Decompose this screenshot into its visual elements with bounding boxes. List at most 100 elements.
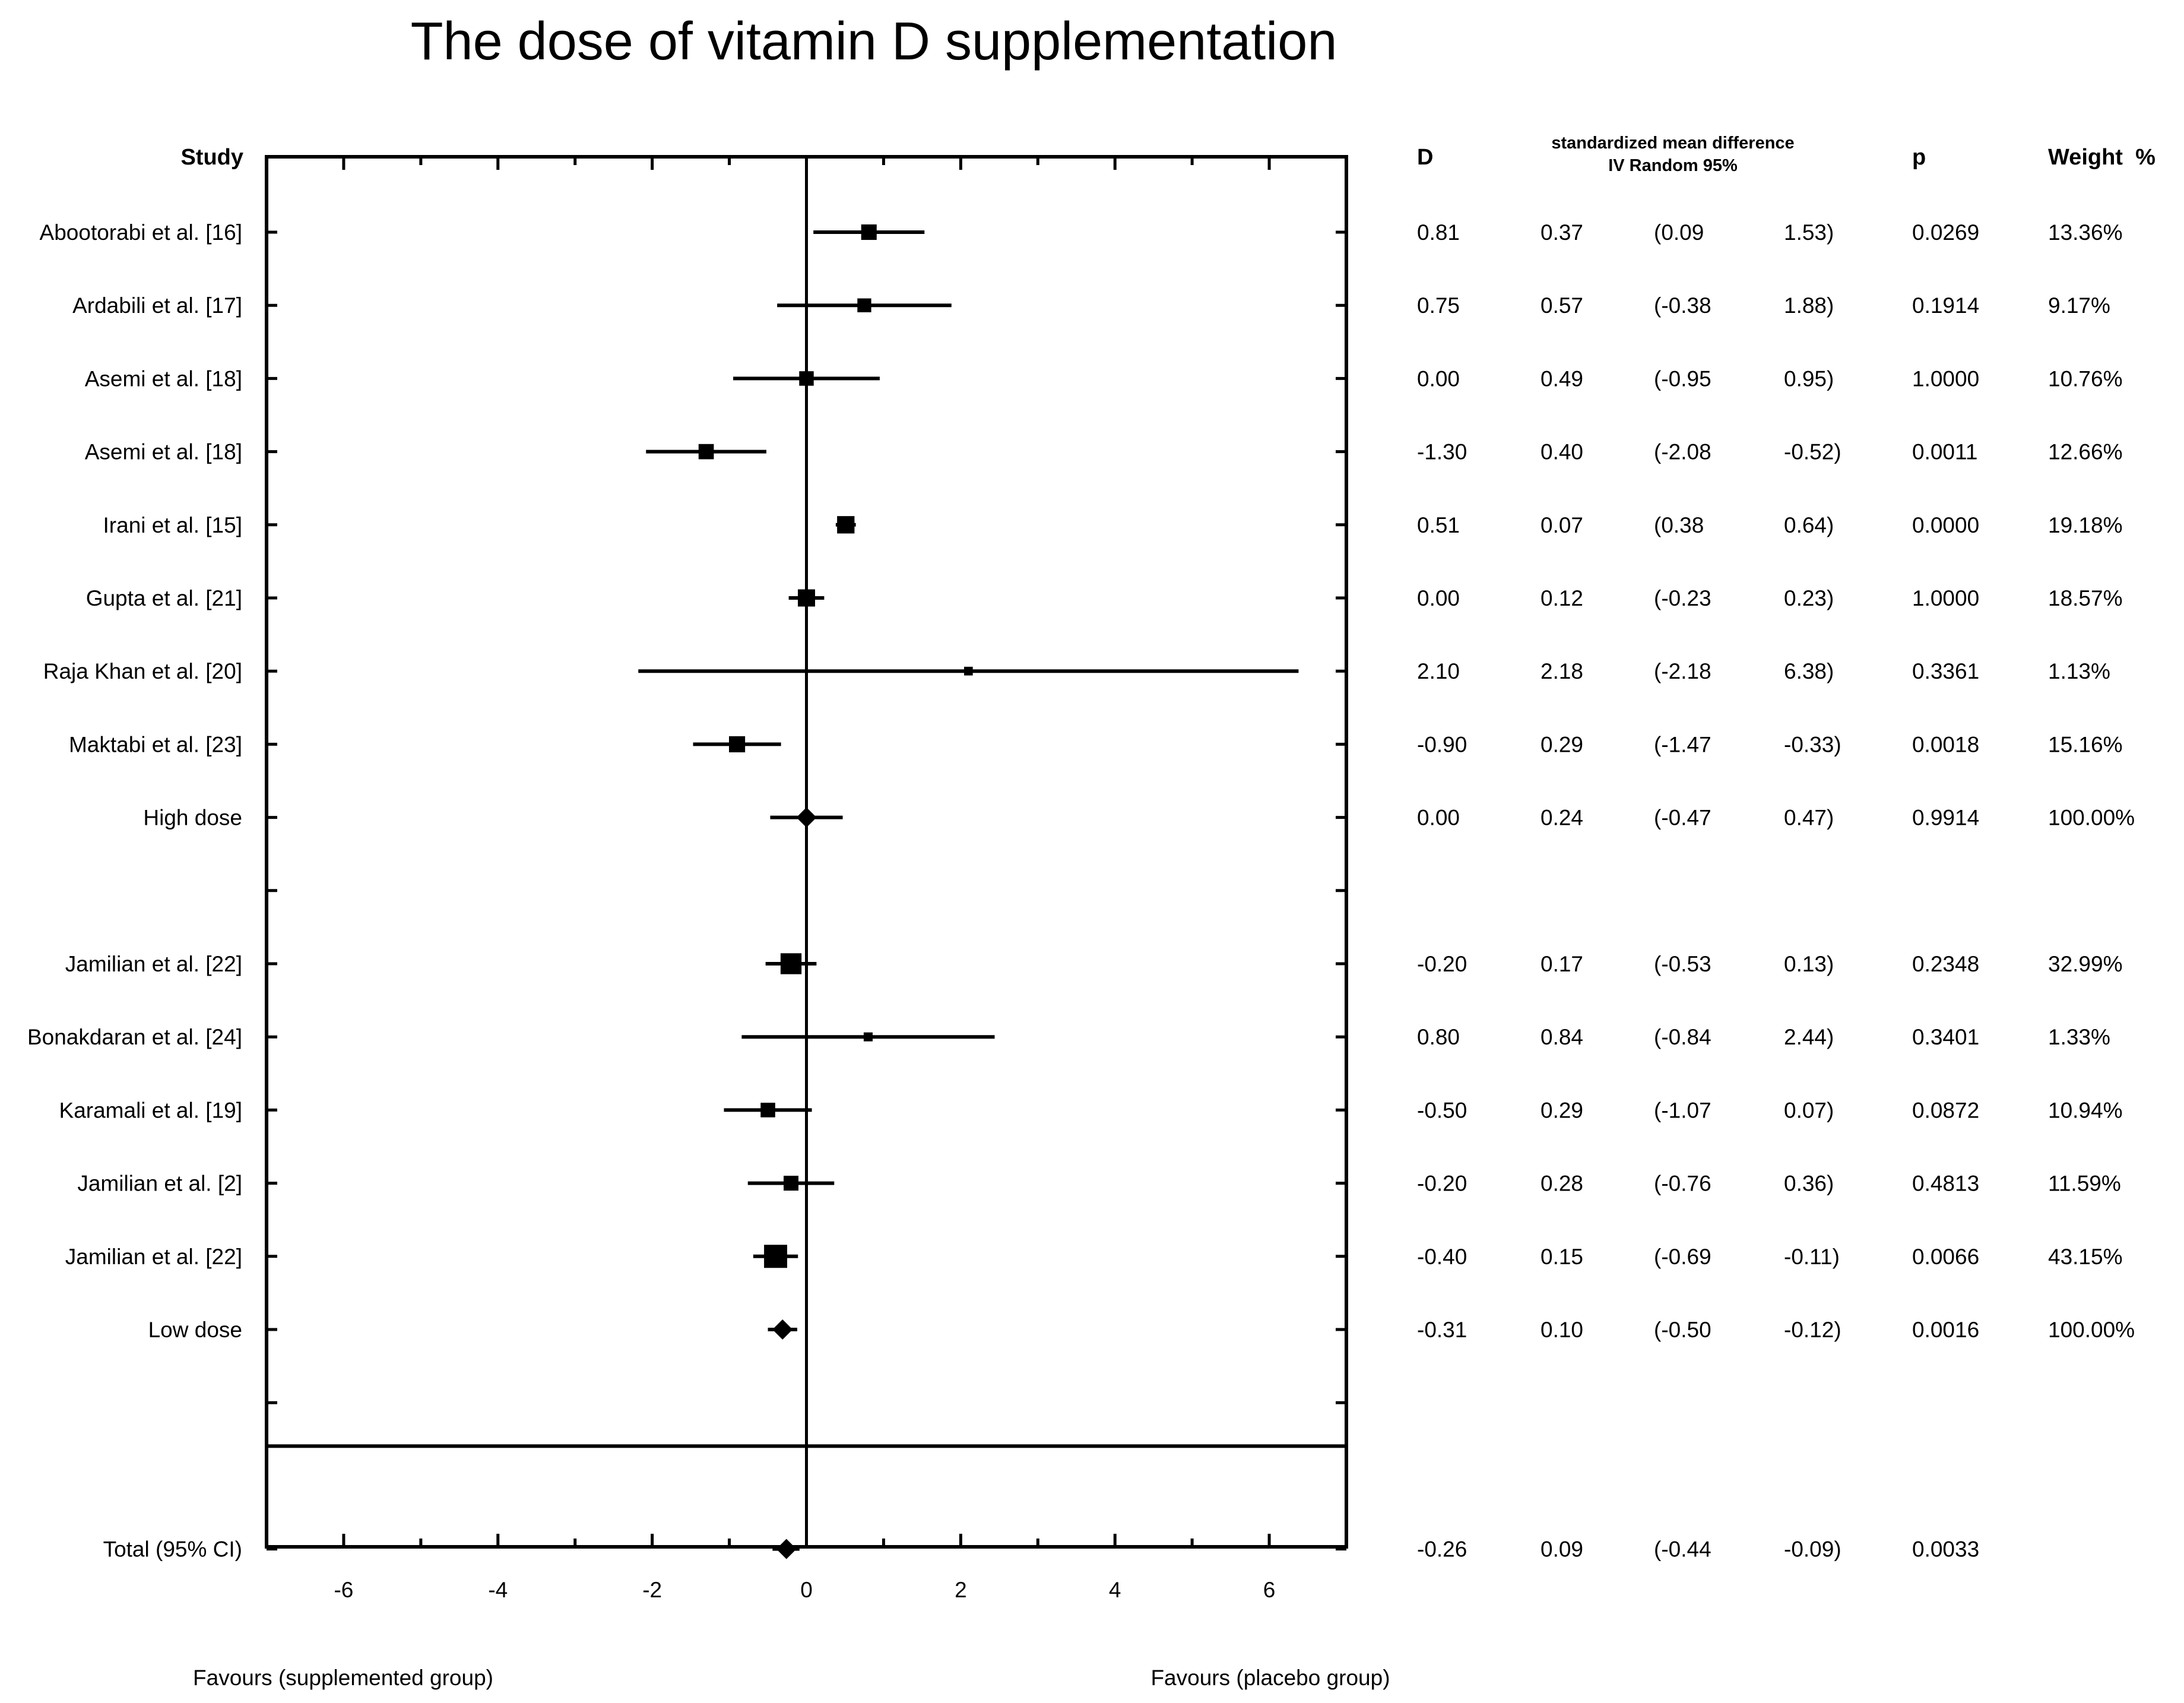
weight-value: 19.18% [2048, 513, 2123, 537]
ci-upper-value: 2.44) [1784, 1025, 1834, 1049]
effect-marker [964, 666, 973, 676]
ci-upper-value: -0.52) [1784, 440, 1841, 464]
ci-upper-value: 0.07) [1784, 1098, 1834, 1122]
std-error-value: 0.07 [1540, 513, 1583, 537]
effect-size-value: 0.75 [1417, 293, 1460, 318]
weight-value: 11.59% [2048, 1172, 2121, 1196]
p-value: 0.0033 [1912, 1537, 1979, 1562]
weight-value: 43.15% [2048, 1245, 2123, 1269]
effect-size-value: 2.10 [1417, 659, 1460, 683]
p-value: 0.0269 [1912, 220, 1979, 245]
std-error-value: 0.37 [1540, 220, 1583, 245]
study-label: Jamilian et al. [22] [65, 952, 242, 976]
weight-value: 100.00% [2048, 806, 2135, 830]
study-label: Abootorabi et al. [16] [40, 220, 242, 245]
study-label: Maktabi et al. [23] [69, 732, 242, 756]
std-error-value: 0.09 [1540, 1537, 1583, 1562]
effect-size-value: -0.40 [1417, 1245, 1467, 1269]
ci-upper-value: 0.95) [1784, 366, 1834, 391]
ci-lower-value: (-0.38 [1654, 293, 1711, 318]
p-value: 1.0000 [1912, 586, 1979, 610]
weight-value: 10.76% [2048, 366, 2123, 391]
study-label: Low dose [148, 1318, 242, 1342]
chart-title: The dose of vitamin D supplementation [411, 12, 1337, 71]
header-study: Study [180, 145, 243, 170]
ci-upper-value: -0.11) [1784, 1245, 1840, 1269]
effect-marker [863, 1032, 873, 1042]
ci-upper-value: 0.23) [1784, 586, 1834, 610]
ci-lower-value: (-0.95 [1654, 366, 1711, 391]
study-label: High dose [143, 806, 242, 830]
effect-marker [764, 1245, 787, 1268]
x-tick-label: 4 [1109, 1578, 1121, 1602]
std-error-value: 0.17 [1540, 952, 1583, 976]
ci-lower-value: (0.38 [1654, 513, 1704, 537]
effect-size-value: 0.51 [1417, 513, 1460, 537]
weight-value: 32.99% [2048, 952, 2123, 976]
study-label: Asemi et al. [18] [85, 366, 242, 391]
std-error-value: 0.29 [1540, 1098, 1583, 1122]
study-label: Karamali et al. [19] [59, 1098, 242, 1122]
header-smd-line1: standardized mean difference [1551, 134, 1794, 153]
ci-lower-value: (-0.53 [1654, 952, 1711, 976]
p-value: 0.1914 [1912, 293, 1979, 318]
x-tick-label: 6 [1263, 1578, 1276, 1602]
p-value: 0.0066 [1912, 1245, 1979, 1269]
effect-size-value: 0.00 [1417, 806, 1460, 830]
std-error-value: 2.18 [1540, 659, 1583, 683]
ci-upper-value: 0.64) [1784, 513, 1834, 537]
xlabel-right: Favours (placebo group) [1150, 1666, 1390, 1690]
p-value: 0.4813 [1912, 1172, 1979, 1196]
std-error-value: 0.10 [1540, 1318, 1583, 1342]
study-label: Raja Khan et al. [20] [43, 659, 242, 683]
weight-value: 12.66% [2048, 440, 2123, 464]
std-error-value: 0.12 [1540, 586, 1583, 610]
ci-lower-value: (-0.84 [1654, 1025, 1711, 1049]
p-value: 0.0016 [1912, 1318, 1979, 1342]
effect-size-value: -0.31 [1417, 1318, 1467, 1342]
ci-upper-value: 1.88) [1784, 293, 1834, 318]
effect-marker [780, 953, 802, 974]
p-value: 0.9914 [1912, 806, 1979, 830]
ci-upper-value: -0.12) [1784, 1318, 1841, 1342]
ci-lower-value: (-0.23 [1654, 586, 1711, 610]
effect-size-value: -0.20 [1417, 952, 1467, 976]
std-error-value: 0.24 [1540, 806, 1583, 830]
effect-size-value: 0.81 [1417, 220, 1460, 245]
p-value: 0.0872 [1912, 1098, 1979, 1122]
p-value: 1.0000 [1912, 366, 1979, 391]
summary-diamond [772, 1319, 793, 1340]
effect-marker [837, 516, 855, 534]
ci-lower-value: (0.09 [1654, 220, 1704, 245]
ci-upper-value: 0.13) [1784, 952, 1834, 976]
ci-lower-value: (-0.69 [1654, 1245, 1711, 1269]
weight-value: 1.13% [2048, 659, 2110, 683]
effect-size-value: 0.80 [1417, 1025, 1460, 1049]
effect-size-value: 0.00 [1417, 586, 1460, 610]
weight-value: 100.00% [2048, 1318, 2135, 1342]
effect-size-value: -1.30 [1417, 440, 1467, 464]
p-value: 0.3361 [1912, 659, 1979, 683]
effect-marker [861, 224, 877, 240]
effect-size-value: -0.26 [1417, 1537, 1467, 1562]
x-tick-label: -4 [488, 1578, 508, 1602]
header-smd-line2: IV Random 95% [1608, 156, 1738, 175]
weight-value: 18.57% [2048, 586, 2123, 610]
effect-size-value: -0.90 [1417, 732, 1467, 756]
study-label: Asemi et al. [18] [85, 440, 242, 464]
p-value: 0.0018 [1912, 732, 1979, 756]
summary-diamond [776, 1539, 797, 1559]
ci-upper-value: -0.09) [1784, 1537, 1841, 1562]
x-tick-label: 0 [800, 1578, 813, 1602]
std-error-value: 0.40 [1540, 440, 1583, 464]
effect-marker [784, 1176, 799, 1191]
p-value: 0.2348 [1912, 952, 1979, 976]
weight-value: 15.16% [2048, 732, 2123, 756]
effect-size-value: -0.50 [1417, 1098, 1467, 1122]
x-tick-label: -6 [334, 1578, 353, 1602]
p-value: 0.3401 [1912, 1025, 1979, 1049]
header-d: D [1417, 145, 1433, 170]
ci-lower-value: (-2.18 [1654, 659, 1711, 683]
ci-lower-value: (-0.44 [1654, 1537, 1711, 1562]
std-error-value: 0.57 [1540, 293, 1583, 318]
